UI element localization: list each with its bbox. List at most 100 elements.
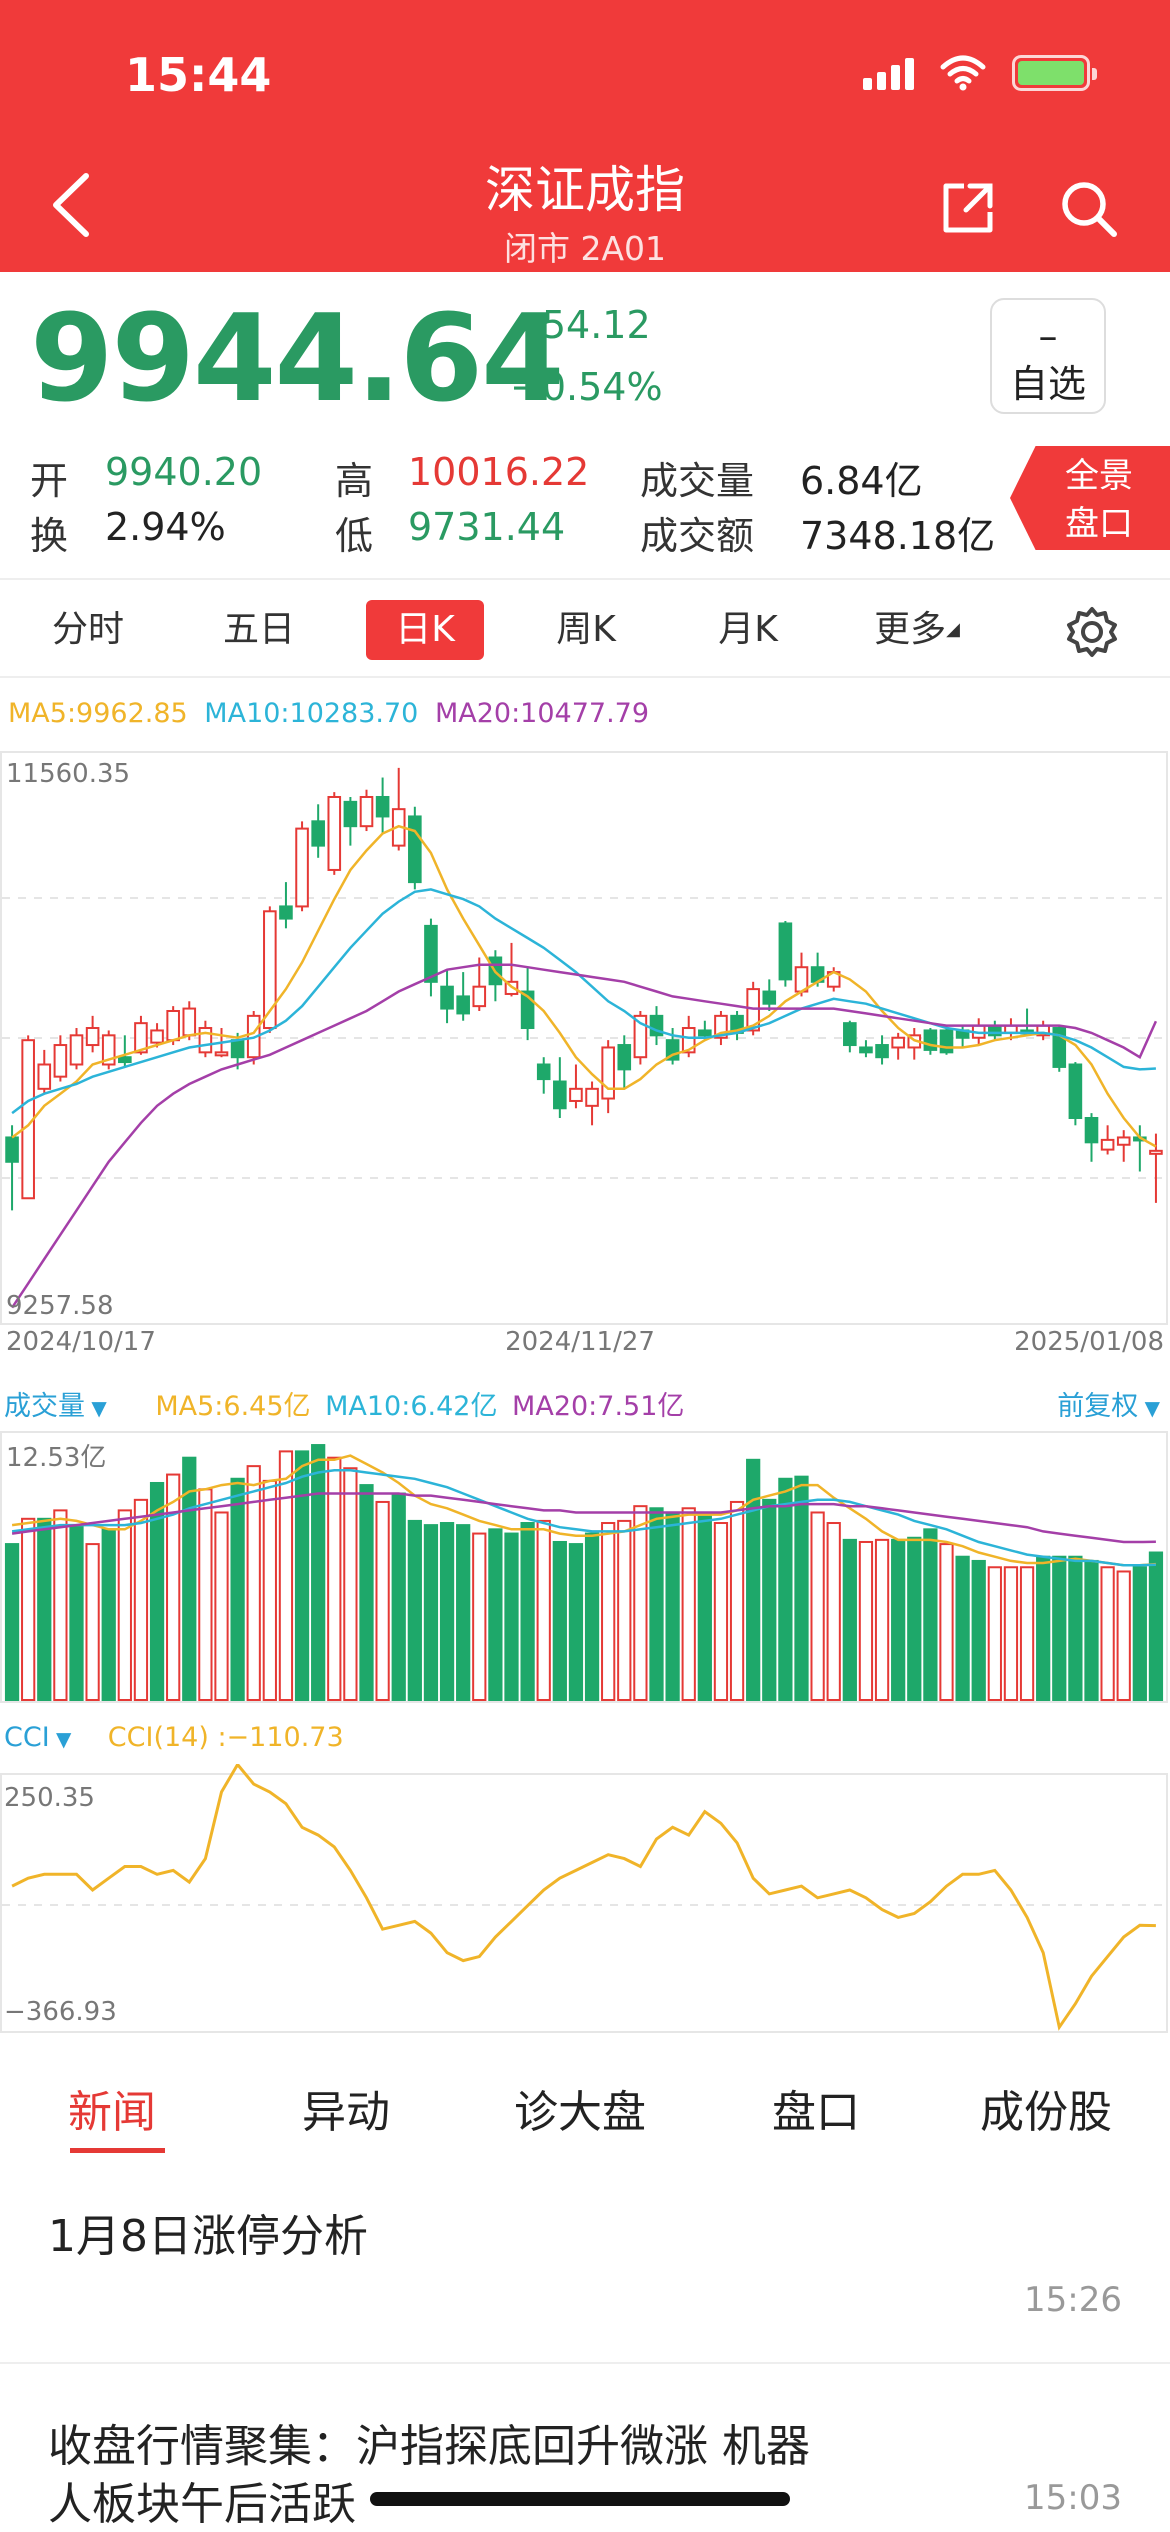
volume-bar bbox=[1036, 1555, 1051, 1701]
adjust-button[interactable]: 前复权 ▼ bbox=[1057, 1384, 1160, 1423]
tab-more[interactable]: 更多◢ bbox=[862, 600, 972, 660]
candle-body bbox=[601, 1046, 615, 1100]
volume-bar bbox=[391, 1492, 406, 1702]
candle-body bbox=[343, 800, 358, 828]
volume-bar bbox=[472, 1532, 487, 1701]
candle-body bbox=[424, 924, 438, 983]
candle-body bbox=[263, 910, 277, 1030]
news-item-title[interactable]: 1月8日涨停分析 bbox=[48, 2211, 368, 2262]
candle-body bbox=[859, 1046, 873, 1054]
volume-bar bbox=[617, 1519, 632, 1701]
volume-bar bbox=[133, 1498, 149, 1702]
volume-bar bbox=[246, 1465, 261, 1702]
candle-body bbox=[681, 1027, 696, 1054]
signal-icon bbox=[863, 56, 914, 90]
stat-label: 低 bbox=[335, 514, 374, 558]
volume-bar bbox=[311, 1444, 326, 1701]
volume-bar bbox=[1068, 1555, 1083, 1701]
volume-title[interactable]: 成交量 bbox=[4, 1391, 85, 1422]
stat-value: 2.94% bbox=[105, 505, 226, 549]
tab-five-day[interactable]: 五日 bbox=[222, 609, 295, 650]
home-indicator bbox=[370, 2492, 790, 2506]
candle-body bbox=[440, 985, 454, 1010]
cci-title[interactable]: CCI bbox=[4, 1722, 50, 1753]
vol-ma5-legend: MA5:6.45亿 bbox=[155, 1391, 311, 1422]
stat-label: 成交额 bbox=[640, 514, 755, 558]
candle-body bbox=[1100, 1138, 1115, 1151]
candle-body bbox=[408, 815, 422, 884]
add-watchlist-button[interactable]: – 自选 bbox=[990, 298, 1106, 414]
volume-bar bbox=[987, 1566, 1002, 1701]
candle-body bbox=[472, 985, 487, 1008]
price-change-pct: −0.54% bbox=[510, 365, 663, 409]
share-button[interactable] bbox=[940, 180, 996, 236]
volume-bar bbox=[439, 1522, 455, 1702]
tab-daily-k[interactable]: 日K bbox=[366, 600, 484, 660]
volume-bar bbox=[1019, 1566, 1035, 1701]
volume-bar bbox=[198, 1488, 213, 1702]
news-item-time: 15:26 bbox=[1024, 2280, 1122, 2320]
y-max-label: 11560.35 bbox=[6, 759, 130, 789]
ma-legend: MA5:9962.85 MA10:10283.70 MA20:10477.79 bbox=[8, 698, 649, 729]
candle-body bbox=[5, 1136, 19, 1163]
stat-value: 9940.20 bbox=[105, 450, 263, 494]
volume-bar bbox=[697, 1515, 712, 1702]
volume-bar bbox=[1084, 1559, 1099, 1701]
chart-frame bbox=[0, 1431, 1168, 1703]
watch-dash: – bbox=[1038, 314, 1058, 358]
status-icons bbox=[863, 55, 1097, 91]
page-title: 深证成指 bbox=[485, 161, 685, 219]
candle-body bbox=[617, 1044, 632, 1071]
volume-bar bbox=[810, 1511, 825, 1701]
y-max-label: 12.53亿 bbox=[6, 1443, 106, 1473]
tab-weekly-k[interactable]: 周K bbox=[556, 609, 616, 650]
candle-body bbox=[1052, 1027, 1067, 1068]
tab-news[interactable]: 新闻 bbox=[68, 2087, 156, 2138]
index-price: 9944.64 bbox=[30, 290, 565, 429]
volume-bar bbox=[729, 1500, 745, 1701]
ma5-line bbox=[11, 824, 1157, 1148]
candle-body bbox=[85, 1027, 100, 1047]
news-divider bbox=[0, 2362, 1170, 2364]
candle-body bbox=[182, 1007, 197, 1037]
volume-bar bbox=[601, 1522, 616, 1702]
cci-chart[interactable]: 250.35 −366.93 bbox=[0, 1764, 1170, 2044]
tab-market-diagnosis[interactable]: 诊大盘 bbox=[514, 2087, 646, 2138]
price-change: −54.12 bbox=[510, 303, 651, 347]
tab-monthly-k[interactable]: 月K bbox=[718, 609, 778, 650]
volume-bar bbox=[504, 1532, 519, 1701]
volume-bar bbox=[971, 1559, 986, 1701]
cci-dropdown-icon[interactable]: ▼ bbox=[49, 1727, 78, 1751]
panorama-button[interactable]: 全景 盘口 bbox=[1010, 446, 1170, 550]
news-item-title-line2[interactable]: 人板块午后活跃 bbox=[48, 2479, 356, 2530]
stat-value: 9731.44 bbox=[408, 505, 566, 549]
settings-gear-icon[interactable] bbox=[1066, 606, 1118, 658]
panorama-line1: 全景 bbox=[1065, 456, 1133, 496]
candle-body bbox=[198, 1027, 213, 1054]
volume-bar bbox=[858, 1540, 874, 1701]
volume-chart[interactable]: 12.53亿 bbox=[0, 1428, 1170, 1708]
candle-body bbox=[1068, 1063, 1083, 1119]
tab-order-book[interactable]: 盘口 bbox=[772, 2087, 860, 2138]
tab-movement[interactable]: 异动 bbox=[302, 2087, 390, 2138]
vol-ma5-line bbox=[11, 1454, 1156, 1567]
watch-label: 自选 bbox=[1009, 362, 1086, 406]
search-button[interactable] bbox=[1058, 178, 1120, 240]
volume-bar bbox=[214, 1511, 229, 1701]
volume-bar bbox=[343, 1467, 358, 1701]
volume-bar bbox=[53, 1509, 68, 1701]
candlestick-chart[interactable]: 11560.35 9257.58 2024/10/17 2024/11/27 2025/… bbox=[0, 740, 1170, 1360]
candle-body bbox=[118, 1056, 132, 1064]
volume-bar bbox=[37, 1517, 52, 1701]
news-item-title[interactable]: 收盘行情聚集：沪指探底回升微涨 机器 bbox=[48, 2421, 810, 2472]
volume-dropdown-icon[interactable]: ▼ bbox=[85, 1396, 107, 1420]
back-button[interactable] bbox=[48, 170, 94, 240]
candle-body bbox=[150, 1029, 164, 1044]
tab-intraday[interactable]: 分时 bbox=[51, 609, 124, 650]
candle-body bbox=[456, 995, 470, 1015]
volume-bar bbox=[1100, 1566, 1115, 1701]
tab-constituents[interactable]: 成份股 bbox=[980, 2087, 1112, 2138]
top-header: 15:44 深证成指 闭市 2A01 bbox=[0, 0, 1170, 272]
stat-value: 7348.18亿 bbox=[800, 514, 996, 558]
volume-bar bbox=[4, 1543, 20, 1701]
